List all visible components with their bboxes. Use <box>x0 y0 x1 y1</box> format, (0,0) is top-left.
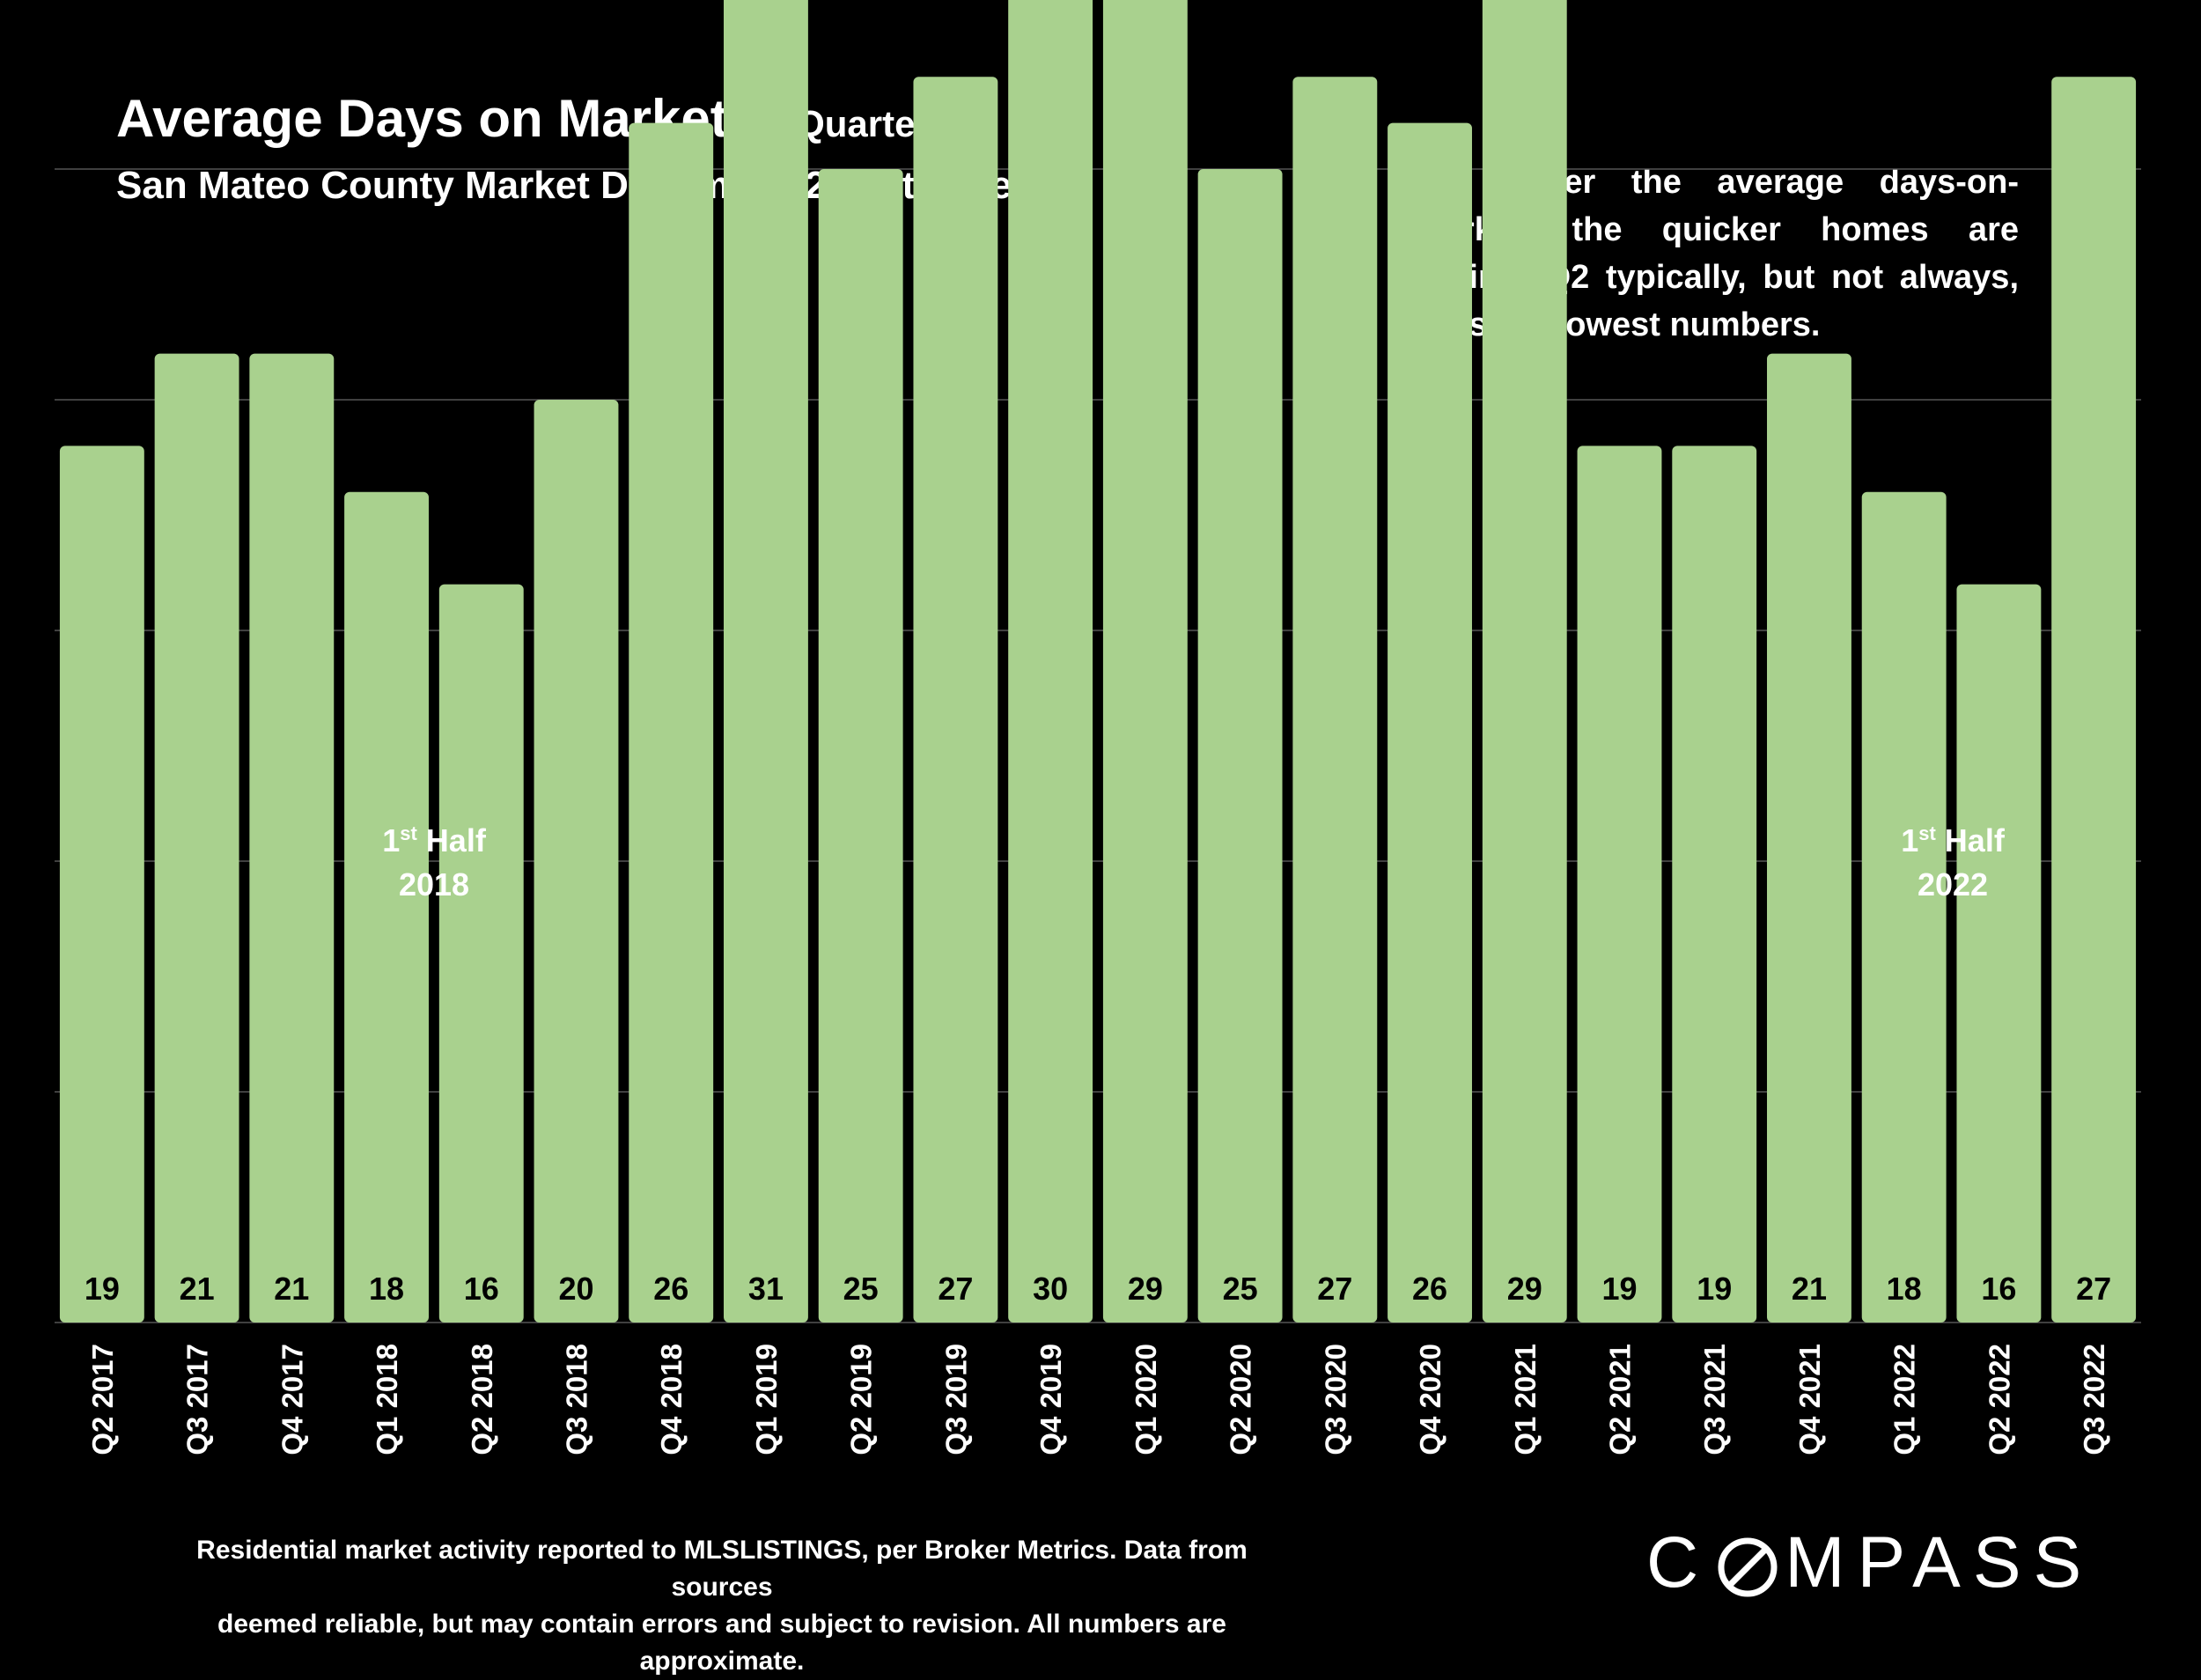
value-label: 25 <box>1223 1271 1258 1307</box>
bar-q1-2021 <box>1482 0 1567 1323</box>
bar-q3-2020 <box>1292 77 1378 1323</box>
bar-q4-2020 <box>1388 122 1472 1323</box>
annotation-year: 2018 <box>398 866 470 903</box>
chart-title: Average Days on Market by Quarter <box>116 88 1092 155</box>
bar-q2-2018 <box>438 584 524 1323</box>
x-axis-labels: Q2 2017 Q3 2017 Q4 2017 Q1 2018 Q2 2018 Q3 20… <box>86 1344 2110 1455</box>
logo-text-end: MPASS <box>1785 1522 2094 1603</box>
bar-q3-2022 <box>2051 77 2137 1323</box>
annotation-line: 1st Half <box>1847 819 2058 863</box>
bar-q1-2020 <box>1102 0 1188 1323</box>
bar-q4-2021 <box>1767 353 1851 1323</box>
x-tick-label: Q1 2021 <box>1509 1344 1542 1455</box>
annotation-year: 2022 <box>1917 866 1989 903</box>
logo-text-start: C <box>1646 1522 1711 1603</box>
value-label: 27 <box>2076 1271 2111 1307</box>
annotation-superscript: st <box>1918 822 1936 844</box>
x-tick-label: Q3 2019 <box>939 1344 972 1455</box>
x-tick-label: Q3 2018 <box>561 1344 593 1455</box>
value-label: 20 <box>558 1271 593 1307</box>
value-label: 26 <box>1412 1271 1447 1307</box>
annotation-line: 1st Half <box>328 819 540 863</box>
value-label: 29 <box>1128 1271 1163 1307</box>
value-label: 21 <box>274 1271 309 1307</box>
x-tick-label: Q4 2017 <box>276 1344 308 1455</box>
x-tick-label: Q2 2018 <box>466 1344 498 1455</box>
value-labels: 19 21 21 18 16 20 26 31 25 27 30 29 25 27 26 29 19 19 21 18… <box>85 1271 2111 1307</box>
x-tick-label: Q2 2020 <box>1225 1344 1257 1455</box>
value-label: 21 <box>180 1271 215 1307</box>
x-tick-label: Q2 2017 <box>86 1344 119 1455</box>
bar-q2-2021 <box>1577 446 1662 1323</box>
annotation-ordinal: 1 <box>382 822 401 858</box>
footer-line-2: deemed reliable, but may contain errors … <box>217 1610 1226 1676</box>
x-tick-label: Q2 2019 <box>845 1344 878 1455</box>
x-tick-label: Q1 2018 <box>371 1344 403 1455</box>
value-label: 18 <box>369 1271 404 1307</box>
annotation-superscript: st <box>400 822 417 844</box>
footer-disclaimer: Residential market activity reported to … <box>176 1532 1268 1680</box>
value-label: 16 <box>1981 1271 2016 1307</box>
x-tick-label: Q3 2017 <box>181 1344 214 1455</box>
x-tick-label: Q4 2019 <box>1034 1344 1067 1455</box>
bar-q3-2019 <box>913 77 998 1323</box>
bar-q2-2022 <box>1956 584 2042 1323</box>
value-label: 25 <box>843 1271 879 1307</box>
value-label: 21 <box>1792 1271 1827 1307</box>
value-label: 27 <box>1317 1271 1352 1307</box>
value-label: 30 <box>1033 1271 1068 1307</box>
value-label: 18 <box>1887 1271 1922 1307</box>
bars <box>59 0 2137 1323</box>
x-tick-label: Q4 2021 <box>1793 1344 1826 1455</box>
value-label: 19 <box>1601 1271 1637 1307</box>
value-label: 19 <box>1697 1271 1732 1307</box>
value-label: 16 <box>464 1271 499 1307</box>
x-tick-label: Q2 2021 <box>1604 1344 1637 1455</box>
bar-q1-2019 <box>724 0 808 1323</box>
annotation-ordinal: 1 <box>1901 822 1919 858</box>
value-label: 31 <box>748 1271 784 1307</box>
bar-q3-2018 <box>534 400 619 1323</box>
annotation-first-half-2022: 1st Half 2022 <box>1847 819 2058 907</box>
x-tick-label: Q1 2022 <box>1888 1344 1921 1455</box>
x-tick-label: Q4 2018 <box>655 1344 688 1455</box>
x-tick-label: Q1 2020 <box>1130 1344 1162 1455</box>
value-label: 27 <box>938 1271 973 1307</box>
title-main: Average Days on Market <box>116 89 728 148</box>
bar-q1-2018 <box>344 491 429 1323</box>
bar-q4-2019 <box>1008 0 1093 1323</box>
bar-chart: 19 21 21 18 16 20 26 31 25 27 30 29 25 27 26 29 19 19 21 18… <box>55 0 2141 1455</box>
x-tick-label: Q3 2020 <box>1319 1344 1351 1455</box>
bar-q1-2022 <box>1861 491 1947 1323</box>
x-tick-label: Q4 2020 <box>1414 1344 1446 1455</box>
bar-q2-2020 <box>1197 169 1283 1323</box>
x-tick-label: Q3 2022 <box>2078 1344 2110 1455</box>
value-label: 29 <box>1507 1271 1542 1307</box>
bar-q2-2019 <box>818 169 903 1323</box>
annotation-text: Half <box>1944 822 2005 858</box>
bar-q2-2017 <box>59 446 144 1323</box>
footer-line-1: Residential market activity reported to … <box>196 1536 1248 1602</box>
value-label: 26 <box>653 1271 688 1307</box>
bar-q4-2018 <box>629 122 714 1323</box>
x-tick-label: Q3 2021 <box>1698 1344 1731 1455</box>
compass-o-icon <box>1718 1537 1778 1597</box>
bar-q3-2017 <box>154 353 239 1323</box>
value-label: 19 <box>85 1271 120 1307</box>
x-tick-label: Q2 2022 <box>1983 1344 2015 1455</box>
bar-q3-2021 <box>1672 446 1757 1323</box>
compass-logo: C MPASS <box>1646 1522 2094 1604</box>
x-tick-label: Q1 2019 <box>750 1344 783 1455</box>
annotation-text: Half <box>425 822 486 858</box>
bar-q4-2017 <box>249 353 335 1323</box>
annotation-first-half-2018: 1st Half 2018 <box>328 819 540 907</box>
